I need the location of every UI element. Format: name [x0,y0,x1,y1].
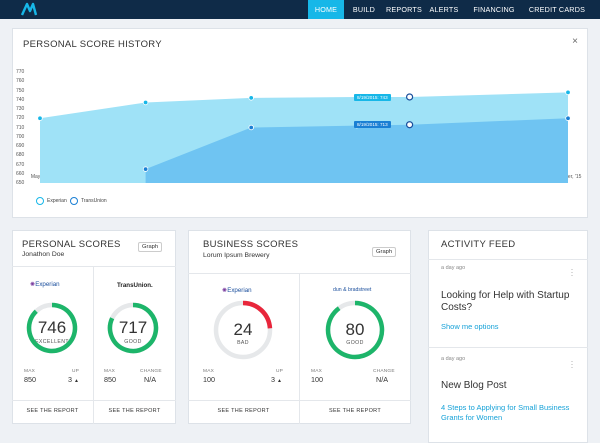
feed-item-title: New Blog Post [441,380,507,391]
x-tick-label: June, '15 [135,174,156,180]
nav-financing[interactable]: FINANCING [473,5,515,14]
feed-item-link[interactable]: 4 Steps to Applying for Small Business G… [441,403,570,422]
legend-experian-label: Experian [47,198,67,204]
business-name: Lorum Ipsum Brewery [203,252,270,259]
business-exp-change: 3 ▲ [271,375,282,384]
business-dnb-max-label: MAX [311,369,322,374]
legend-transunion-label: TransUnion [81,198,107,204]
feed-item-time: a day ago [441,356,466,362]
personal-exp-max-label: MAX [24,369,35,374]
x-tick-label: May, '15 [30,174,50,180]
feed-item-title: Looking for Help with Startup Costs? [441,290,570,313]
business-experian-score: 24 [233,320,253,339]
close-icon[interactable]: × [572,36,578,47]
legend-transunion[interactable]: TransUnion [70,197,107,205]
personal-exp-max: 850 [24,375,36,384]
y-tick-label: 650 [16,180,25,186]
experian-logo: ✺Experian [30,281,60,288]
dnb-logo: dun & bradstreet [333,287,372,293]
personal-experian-rating: EXCELLENT [35,339,69,345]
business-experian-report-link[interactable]: SEE THE REPORT [217,408,270,414]
y-tick-label: 750 [16,87,25,94]
nav-build[interactable]: BUILD [352,5,376,14]
business-experian-logo: ✺Experian [222,287,252,294]
logo-icon[interactable] [20,2,38,17]
x-tick-label: August, '15 [344,174,370,180]
y-tick-label: 710 [16,124,25,131]
feed-item-link[interactable]: Show me options [441,322,499,331]
activity-feed-title: ACTIVITY FEED [441,239,516,250]
personal-exp-change: 3 ▲ [68,375,79,384]
personal-graph-button[interactable]: Graph [138,242,163,252]
transunion-logo: TransUnion. [117,282,153,289]
business-scores-title: BUSINESS SCORES [203,239,299,250]
personal-tu-max: 850 [104,375,116,384]
personal-scores-title: PERSONAL SCORES [22,239,121,250]
business-dnb-max: 100 [311,375,323,384]
business-dnb-score: 80 [345,320,365,339]
y-tick-label: 660 [16,170,25,177]
top-nav: HOME BUILD REPORTS ALERTS FINANCING CRED… [0,0,600,19]
y-tick-label: 770 [16,69,25,75]
transunion-tooltip: 8/19/2015: 713 [354,121,391,128]
business-dnb-change: N/A [376,375,388,384]
personal-tu-max-label: MAX [104,369,115,374]
personal-experian-report-link[interactable]: SEE THE REPORT [26,408,79,414]
activity-feed-card [428,230,588,443]
business-dnb-rating: GOOD [346,340,364,346]
personal-tu-change-label: CHANGE [140,369,162,374]
y-tick-label: 690 [16,143,25,149]
personal-name: Jonathon Doe [22,251,65,258]
personal-experian-score: 746 [37,318,67,337]
y-tick-label: 720 [16,115,25,122]
feed-item-more-icon[interactable]: · · · [570,264,574,280]
x-tick-label: July, '15 [242,174,261,180]
x-tick-label: October, '15 [554,174,582,180]
transunion-legend-icon [70,197,78,205]
nav-credit-cards[interactable]: CREDIT CARDS [528,5,586,14]
personal-tu-change: N/A [144,375,156,384]
personal-transunion-score: 717 [118,318,148,337]
business-dnb-change-label: CHANGE [373,369,395,374]
business-experian-rating: BAD [237,340,249,346]
score-history-title: PERSONAL SCORE HISTORY [23,39,162,50]
business-exp-max-label: MAX [203,369,214,374]
experian-legend-icon [36,197,44,205]
score-history-card: PERSONAL SCORE HISTORY × [12,28,588,218]
personal-transunion-rating: GOOD [124,339,142,345]
feed-item-more-icon[interactable]: · · · [570,356,574,372]
y-tick-label: 760 [16,78,25,85]
experian-tooltip: 8/19/2015: 743 [354,94,391,101]
business-exp-max: 100 [203,375,215,384]
nav-home[interactable]: HOME [308,0,344,19]
business-exp-change-label: UP [276,369,284,374]
business-graph-button[interactable]: Graph [372,247,397,257]
y-tick-label: 670 [16,161,25,168]
personal-transunion-report-link[interactable]: SEE THE REPORT [108,408,161,414]
legend-experian[interactable]: Experian [36,197,67,205]
personal-exp-change-label: UP [72,369,80,374]
nav-reports[interactable]: REPORTS [385,5,422,14]
business-dnb-report-link[interactable]: SEE THE REPORT [329,408,381,414]
y-tick-label: 740 [16,96,25,103]
y-tick-label: 700 [16,133,25,140]
feed-item-time: a day ago [441,265,466,271]
y-tick-label: 680 [16,152,25,159]
y-tick-label: 730 [16,106,25,112]
nav-alerts[interactable]: ALERTS [429,5,459,14]
x-tick-label: September, '15 [445,174,480,180]
